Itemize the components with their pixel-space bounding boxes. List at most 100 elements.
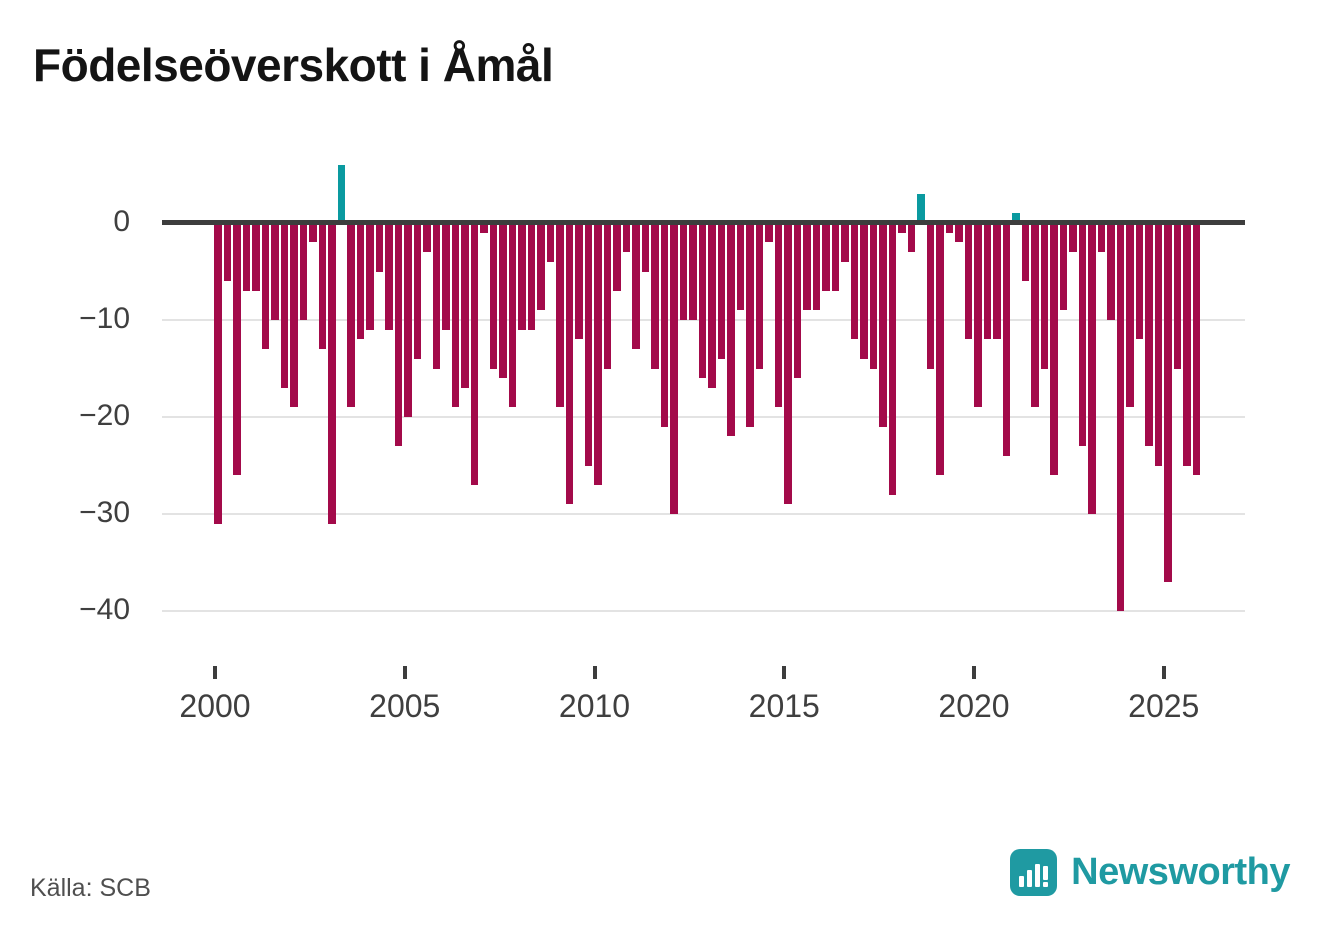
brand-name: Newsworthy xyxy=(1071,850,1290,893)
bar-negative xyxy=(233,223,241,476)
bar-negative xyxy=(860,223,868,359)
bar-negative xyxy=(907,223,915,253)
y-axis-label: −10 xyxy=(79,302,130,335)
bar-negative xyxy=(831,223,839,291)
bar-negative xyxy=(394,223,402,447)
bar-negative xyxy=(290,223,298,408)
bar-negative xyxy=(480,223,488,233)
bar-negative xyxy=(736,223,744,311)
bar-negative xyxy=(803,223,811,311)
bar-negative xyxy=(1173,223,1181,369)
chart-title: Födelseöverskott i Åmål xyxy=(33,39,554,91)
zero-line xyxy=(162,220,1245,225)
bar-negative xyxy=(385,223,393,330)
bar-negative xyxy=(784,223,792,505)
bar-negative xyxy=(1040,223,1048,369)
bar-negative xyxy=(1107,223,1115,320)
bar-negative xyxy=(841,223,849,262)
bar-negative xyxy=(366,223,374,330)
bar-negative xyxy=(936,223,944,476)
bar-negative xyxy=(926,223,934,369)
bar-negative xyxy=(518,223,526,330)
bar-negative xyxy=(651,223,659,369)
bar-positive xyxy=(917,193,925,223)
bar-negative xyxy=(356,223,364,340)
bar-negative xyxy=(1183,223,1191,466)
bar-negative xyxy=(774,223,782,408)
bar-negative xyxy=(708,223,716,388)
bar-negative xyxy=(1192,223,1200,476)
logo-bar-1 xyxy=(1019,875,1025,887)
bar-negative xyxy=(679,223,687,320)
bar-negative xyxy=(1031,223,1039,408)
bar-negative xyxy=(1154,223,1162,466)
x-axis-label: 2000 xyxy=(179,688,251,724)
logo-exclamation xyxy=(1043,865,1049,887)
gridline xyxy=(162,513,1245,515)
bar-negative xyxy=(280,223,288,388)
gridline xyxy=(162,416,1245,418)
bar-negative xyxy=(983,223,991,340)
bar-negative xyxy=(1078,223,1086,447)
logo-bar-2 xyxy=(1027,869,1033,887)
bar-negative xyxy=(603,223,611,369)
bar-negative xyxy=(964,223,972,340)
bar-negative xyxy=(632,223,640,350)
bar-negative xyxy=(622,223,630,253)
bar-negative xyxy=(1097,223,1105,253)
bar-negative xyxy=(594,223,602,485)
bar-negative xyxy=(1069,223,1077,253)
bar-negative xyxy=(1116,223,1124,611)
bar-negative xyxy=(898,223,906,233)
bar-negative xyxy=(404,223,412,417)
logo-bar-3 xyxy=(1035,863,1041,887)
bar-negative xyxy=(556,223,564,408)
bar-negative xyxy=(261,223,269,350)
bar-negative xyxy=(689,223,697,320)
bar-negative xyxy=(812,223,820,311)
source-note: Källa: SCB xyxy=(30,874,151,902)
bar-negative xyxy=(1059,223,1067,311)
x-axis-label: 2020 xyxy=(938,688,1010,724)
bar-negative xyxy=(489,223,497,369)
bar-negative xyxy=(565,223,573,505)
bar-negative xyxy=(309,223,317,243)
bar-negative xyxy=(375,223,383,272)
bar-negative xyxy=(1135,223,1143,340)
bar-negative xyxy=(347,223,355,408)
bar-negative xyxy=(746,223,754,427)
bar-negative xyxy=(527,223,535,330)
bar-negative xyxy=(318,223,326,350)
bar-negative xyxy=(670,223,678,514)
x-axis-tick xyxy=(1161,666,1166,679)
bar-negative xyxy=(974,223,982,408)
y-axis-label: −30 xyxy=(79,496,130,529)
bar-negative xyxy=(698,223,706,379)
x-axis-label: 2010 xyxy=(558,688,631,724)
x-axis-tick xyxy=(402,666,407,679)
bar-negative xyxy=(765,223,773,243)
bar-negative xyxy=(242,223,250,291)
brand-footer: Newsworthy xyxy=(1010,846,1290,898)
x-axis-tick xyxy=(972,666,976,679)
bar-negative xyxy=(451,223,459,408)
bar-negative xyxy=(755,223,763,369)
bar-negative xyxy=(470,223,478,485)
bar-negative xyxy=(499,223,507,379)
bar-negative xyxy=(223,223,231,282)
bar-negative xyxy=(442,223,450,330)
bar-negative xyxy=(793,223,801,379)
bar-negative xyxy=(1050,223,1058,476)
newsworthy-logo-icon xyxy=(1010,848,1058,896)
bar-negative xyxy=(328,223,336,524)
bar-negative xyxy=(641,223,649,272)
bar-negative xyxy=(271,223,279,320)
x-axis-label: 2015 xyxy=(748,688,820,724)
bar-negative xyxy=(1145,223,1153,447)
bar-negative xyxy=(1088,223,1096,514)
bar-negative xyxy=(955,223,963,243)
bar-negative xyxy=(432,223,440,369)
bar-negative xyxy=(546,223,554,262)
bar-negative xyxy=(461,223,469,388)
